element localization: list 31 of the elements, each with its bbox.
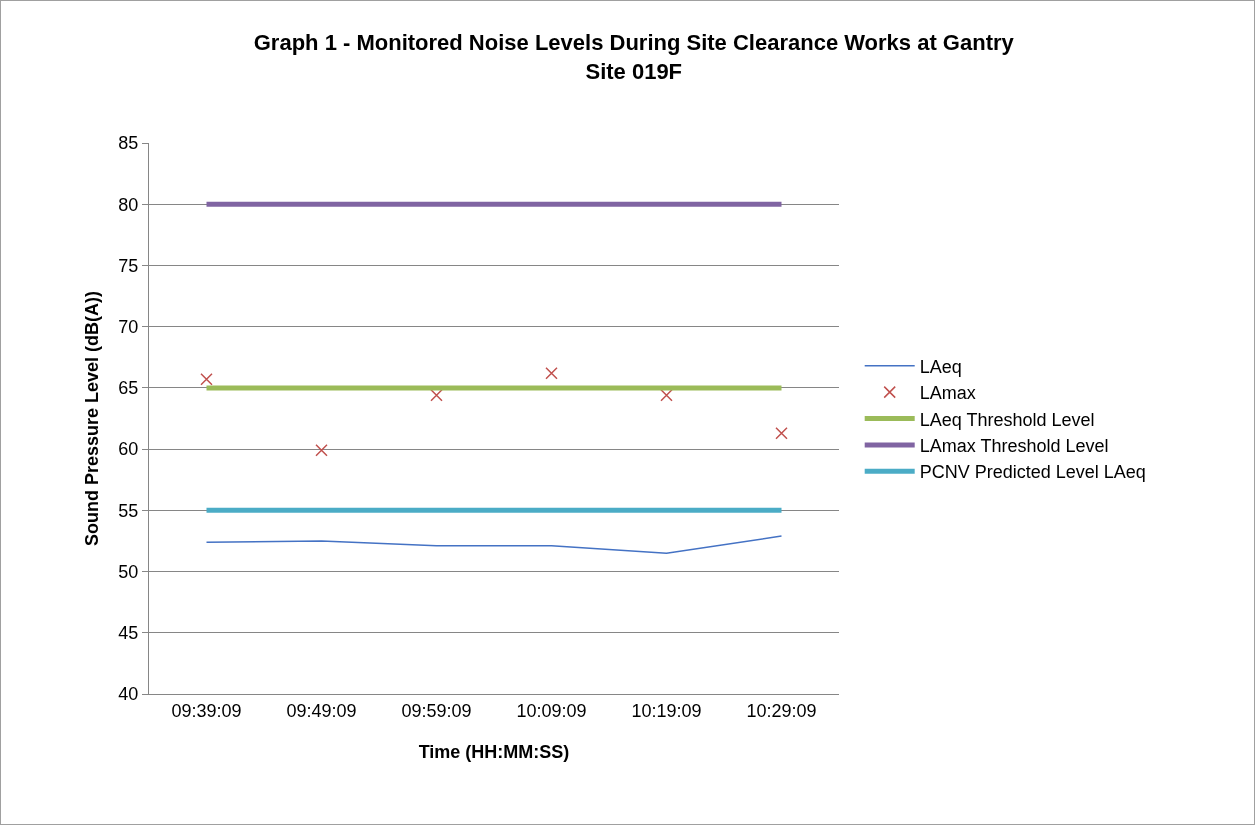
y-tick-label: 65 xyxy=(118,378,139,399)
y-tick-label: 75 xyxy=(118,255,139,276)
legend-label: LAmax Threshold Level xyxy=(919,435,1109,456)
x-axis-title: Time (HH:MM:SS) xyxy=(418,741,570,762)
legend-label: LAmax xyxy=(919,383,976,404)
y-tick-label: 60 xyxy=(118,439,139,460)
y-tick-label: 40 xyxy=(118,684,139,705)
x-tick-label: 10:19:09 xyxy=(631,700,702,721)
x-tick-label: 09:59:09 xyxy=(401,700,472,721)
x-tick-label: 10:09:09 xyxy=(516,700,587,721)
legend-label: LAeq Threshold Level xyxy=(919,409,1095,430)
x-tick-label: 10:29:09 xyxy=(746,700,817,721)
y-axis-title: Sound Pressure Level (dB(A)) xyxy=(81,290,102,547)
point xyxy=(660,388,673,402)
x-tick-label: 09:39:09 xyxy=(171,700,242,721)
y-tick-label: 70 xyxy=(118,316,139,337)
point xyxy=(775,426,788,440)
y-tick-label: 50 xyxy=(118,561,139,582)
y-tick-label: 85 xyxy=(118,133,139,154)
chart-title: Graph 1 - Monitored Noise Levels During Site Clearance Works at Gantry Site 019F xyxy=(253,30,1015,84)
legend-label: LAeq xyxy=(919,356,962,377)
y-tick-label: 80 xyxy=(118,194,139,215)
point xyxy=(315,444,328,457)
legend-label: PCNV Predicted Level LAeq xyxy=(919,462,1146,483)
point xyxy=(200,373,213,386)
y-tick-label: 45 xyxy=(118,623,139,644)
point xyxy=(430,388,443,402)
y-tick-label: 55 xyxy=(118,500,139,521)
point xyxy=(545,366,558,380)
line-series xyxy=(205,535,783,554)
x-tick-label: 09:49:09 xyxy=(286,700,357,721)
